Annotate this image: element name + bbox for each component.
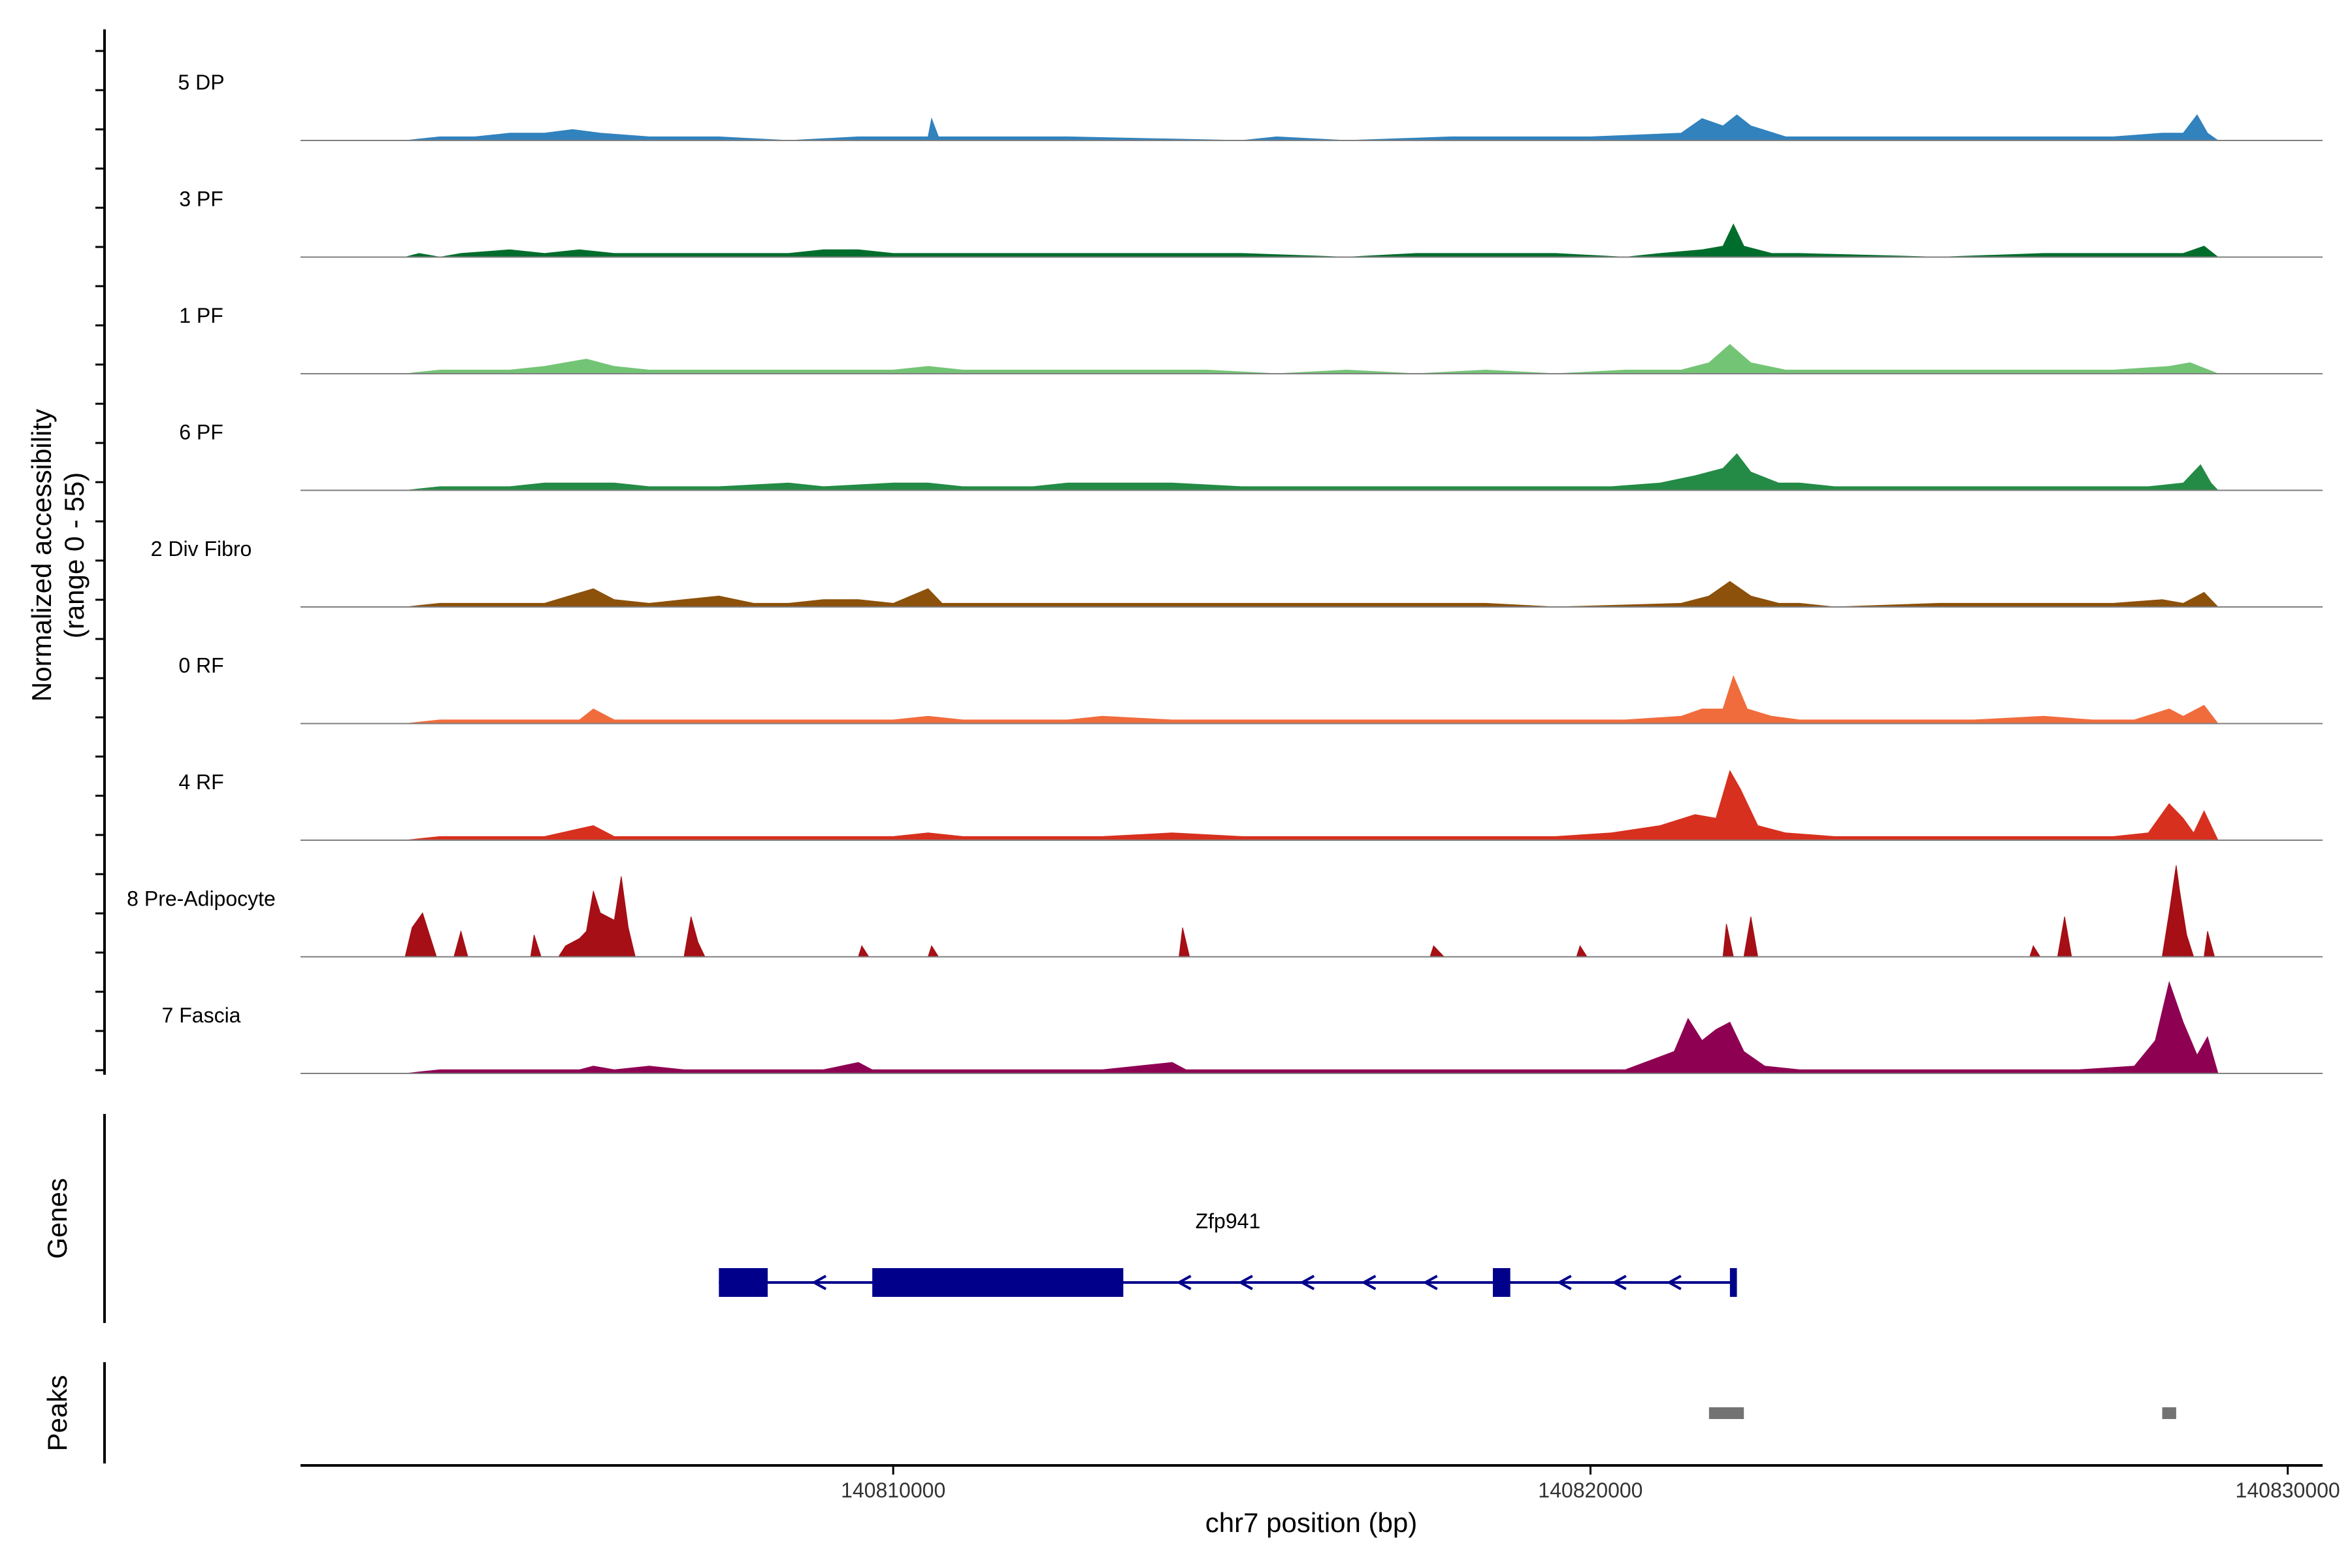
gene-exon (872, 1268, 1124, 1297)
gene-exon (719, 1268, 768, 1297)
x-tick-label: 140810000 (841, 1478, 945, 1502)
coverage-axis-ticks (95, 50, 105, 1071)
peaks-panel (1708, 1407, 2176, 1419)
track-label: 5 DP (178, 71, 224, 94)
coverage-area (405, 581, 2219, 608)
strand-arrow (1556, 1275, 1572, 1290)
track-5-dp: 5 DP (178, 71, 2323, 141)
coverage-area (405, 675, 2219, 724)
gene-exon (1729, 1268, 1737, 1297)
track-label: 7 Fascia (162, 1004, 241, 1027)
coverage-area (405, 770, 2219, 841)
track-label: 0 RF (178, 654, 223, 678)
track-7-fascia: 7 Fascia (162, 981, 2323, 1074)
track-3-pf: 3 PF (179, 188, 2323, 258)
track-label: 8 Pre-Adipocyte (127, 887, 276, 911)
track-4-rf: 4 RF (178, 770, 2323, 841)
track-1-pf: 1 PF (179, 304, 2323, 374)
coverage-area (405, 344, 2219, 374)
x-axis-title: chr7 position (bp) (1205, 1507, 1418, 1538)
gene-label: Zfp941 (1196, 1209, 1261, 1233)
strand-arrow (1176, 1275, 1192, 1290)
track-label: 1 PF (179, 304, 223, 327)
gene-exon (1492, 1268, 1511, 1297)
y-axis-range: (range 0 - 55) (59, 472, 90, 638)
track-2-div-fibro: 2 Div Fibro (151, 537, 2323, 608)
genes-panel: Zfp941 (719, 1209, 1737, 1297)
strand-arrow (1611, 1275, 1627, 1290)
peak-region (2162, 1407, 2176, 1419)
strand-arrow (1422, 1275, 1438, 1290)
tracks: 5 DP 3 PF 1 PF 6 PF 2 Div Fibro 0 RF 4 RF 8 Pre… (127, 71, 2323, 1074)
strand-arrow (811, 1275, 827, 1290)
x-tick-label: 140830000 (2236, 1478, 2340, 1502)
strand-arrow (1666, 1275, 1682, 1290)
x-tick-label: 140820000 (1538, 1478, 1642, 1502)
coverage-area (404, 223, 2219, 258)
coverage-area (404, 865, 2218, 957)
peaks-panel-label: Peaks (42, 1375, 73, 1452)
coverage-y-axis (95, 29, 106, 1075)
strand-arrow (1299, 1275, 1315, 1290)
coverage-area (405, 453, 2219, 491)
coverage-area (405, 981, 2219, 1074)
y-axis-title: Normalized accessibility (26, 409, 57, 702)
peak-region (1708, 1407, 1744, 1419)
track-label: 4 RF (178, 770, 223, 794)
strand-arrow (1237, 1275, 1253, 1290)
strand-arrow (1361, 1275, 1377, 1290)
track-label: 6 PF (179, 421, 223, 444)
track-label: 2 Div Fibro (151, 537, 252, 561)
coverage-area (405, 114, 2219, 141)
track-label: 3 PF (179, 188, 223, 211)
x-axis-ticks: 140810000 140820000 140830000 (841, 1465, 2340, 1502)
track-8-pre-adipocyte: 8 Pre-Adipocyte (127, 865, 2323, 958)
track-6-pf: 6 PF (179, 421, 2323, 491)
genes-panel-label: Genes (42, 1178, 73, 1259)
track-0-rf: 0 RF (178, 654, 2323, 725)
